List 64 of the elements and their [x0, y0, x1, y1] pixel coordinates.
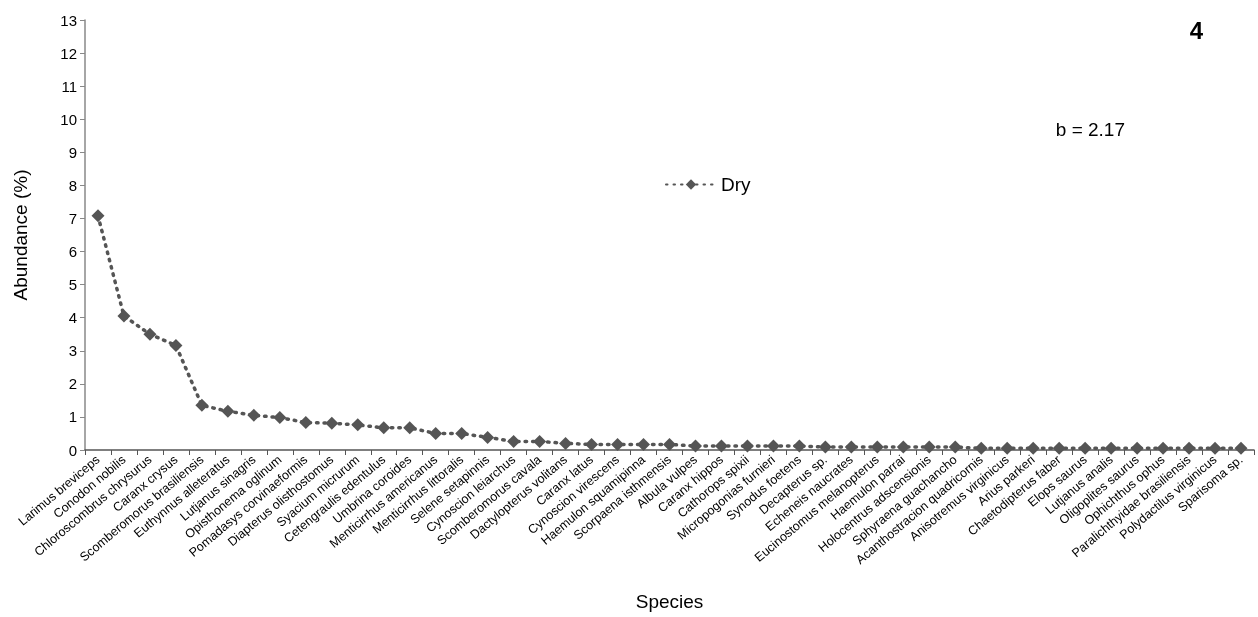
point: [974, 441, 988, 455]
point: [507, 434, 521, 448]
y-tick-label: 8: [68, 176, 77, 194]
point: [896, 440, 910, 454]
point: [221, 404, 235, 418]
point: [117, 309, 131, 323]
point: [663, 437, 676, 451]
y-axis-title: Abundance (%): [10, 169, 31, 301]
y-tick-label: 2: [68, 375, 77, 393]
point: [247, 408, 261, 422]
point: [559, 436, 573, 450]
point: [91, 209, 105, 223]
y-tick-label: 3: [68, 342, 77, 360]
point: [1130, 441, 1144, 455]
point: [948, 440, 962, 454]
point: [870, 440, 884, 454]
point: [169, 338, 183, 352]
point: [1104, 441, 1118, 455]
y-tick-label: 7: [68, 209, 77, 227]
y-tick-label: 4: [68, 309, 77, 327]
annotation: 4: [1189, 16, 1204, 44]
point: [922, 440, 936, 454]
point: [792, 439, 806, 453]
point: [1208, 441, 1222, 455]
y-tick-label: 5: [68, 276, 77, 294]
point: [714, 439, 728, 453]
point: [740, 439, 754, 453]
point: [351, 418, 365, 432]
point: [429, 426, 443, 440]
point: [1026, 441, 1040, 455]
y-tick-label: 10: [60, 110, 77, 128]
y-tick-label: 12: [60, 44, 77, 62]
y-tick-label: 1: [68, 408, 77, 426]
point: [455, 426, 469, 440]
point: [403, 421, 417, 435]
point: [481, 430, 495, 444]
point: [611, 437, 625, 451]
point: [195, 398, 209, 412]
point: [637, 437, 651, 451]
y-tick-label: 9: [68, 143, 77, 161]
point: [1156, 441, 1170, 455]
point: [1078, 441, 1092, 455]
point: [844, 440, 858, 454]
point: [766, 439, 780, 453]
point: [299, 416, 313, 430]
y-tick-label: 0: [68, 441, 77, 459]
x-axis-title: Species: [635, 591, 704, 612]
y-tick-label: 13: [60, 11, 77, 29]
point: [273, 411, 287, 425]
point: [688, 439, 702, 453]
point: [1000, 441, 1014, 455]
point: [1052, 441, 1066, 455]
point: [585, 437, 599, 451]
point: [818, 440, 832, 454]
point: [377, 421, 391, 435]
point: [1182, 441, 1196, 455]
point: [533, 434, 547, 448]
y-tick-label: 6: [68, 243, 77, 261]
point: [1234, 441, 1248, 455]
legend-label: Dry: [721, 174, 752, 195]
y-tick-label: 11: [61, 77, 77, 95]
annotation: b = 2.17: [1055, 119, 1125, 140]
point: [143, 327, 157, 341]
point: [325, 416, 339, 430]
